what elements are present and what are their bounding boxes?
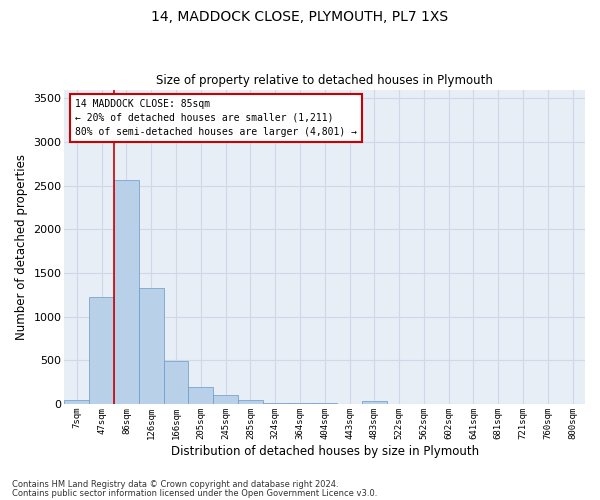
Bar bbox=[114, 180, 139, 404]
Bar bbox=[362, 402, 386, 404]
Text: 14, MADDOCK CLOSE, PLYMOUTH, PL7 1XS: 14, MADDOCK CLOSE, PLYMOUTH, PL7 1XS bbox=[151, 10, 449, 24]
Text: Contains public sector information licensed under the Open Government Licence v3: Contains public sector information licen… bbox=[12, 488, 377, 498]
Bar bbox=[164, 361, 188, 404]
Bar bbox=[213, 395, 238, 404]
Y-axis label: Number of detached properties: Number of detached properties bbox=[15, 154, 28, 340]
X-axis label: Distribution of detached houses by size in Plymouth: Distribution of detached houses by size … bbox=[170, 444, 479, 458]
Bar bbox=[64, 400, 89, 404]
Bar bbox=[238, 400, 263, 404]
Bar bbox=[139, 288, 164, 404]
Bar bbox=[263, 402, 287, 404]
Text: Contains HM Land Registry data © Crown copyright and database right 2024.: Contains HM Land Registry data © Crown c… bbox=[12, 480, 338, 489]
Bar bbox=[188, 388, 213, 404]
Bar bbox=[89, 298, 114, 404]
Text: 14 MADDOCK CLOSE: 85sqm
← 20% of detached houses are smaller (1,211)
80% of semi: 14 MADDOCK CLOSE: 85sqm ← 20% of detache… bbox=[75, 99, 357, 137]
Title: Size of property relative to detached houses in Plymouth: Size of property relative to detached ho… bbox=[156, 74, 493, 87]
